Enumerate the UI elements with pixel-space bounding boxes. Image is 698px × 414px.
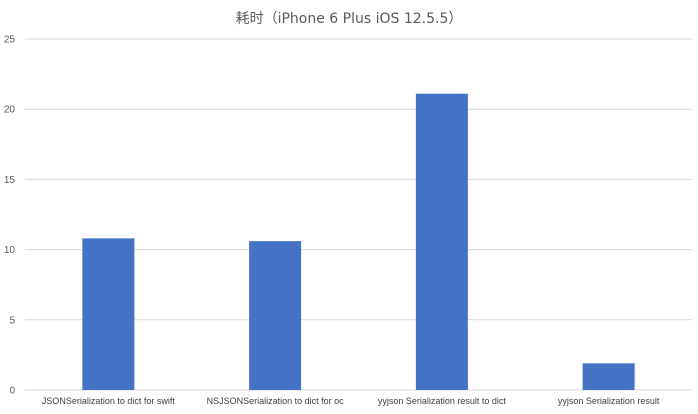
bars xyxy=(82,93,635,391)
x-category-label: yyjson Serialization result to dict xyxy=(378,396,507,406)
x-category-label: JSONSerialization to dict for swift xyxy=(42,396,176,406)
x-category-label: NSJSONSerialization to dict for oc xyxy=(207,396,345,406)
y-tick-label: 5 xyxy=(9,315,15,326)
x-axis-labels: JSONSerialization to dict for swift NSJSO… xyxy=(42,396,660,406)
y-tick-label: 0 xyxy=(9,386,15,397)
y-tick-label: 25 xyxy=(4,35,16,46)
gridlines xyxy=(25,38,692,391)
bar xyxy=(249,241,302,390)
chart-title: 耗时（iPhone 6 Plus iOS 12.5.5） xyxy=(236,11,463,27)
bar xyxy=(415,93,468,391)
y-axis-ticks: 0 5 10 15 20 25 xyxy=(4,35,16,397)
bar xyxy=(82,238,135,390)
y-tick-label: 20 xyxy=(4,105,16,116)
bar xyxy=(582,363,635,390)
y-tick-label: 10 xyxy=(4,245,16,256)
y-tick-label: 15 xyxy=(4,175,16,186)
x-category-label: yyjson Serialization result xyxy=(558,396,660,406)
